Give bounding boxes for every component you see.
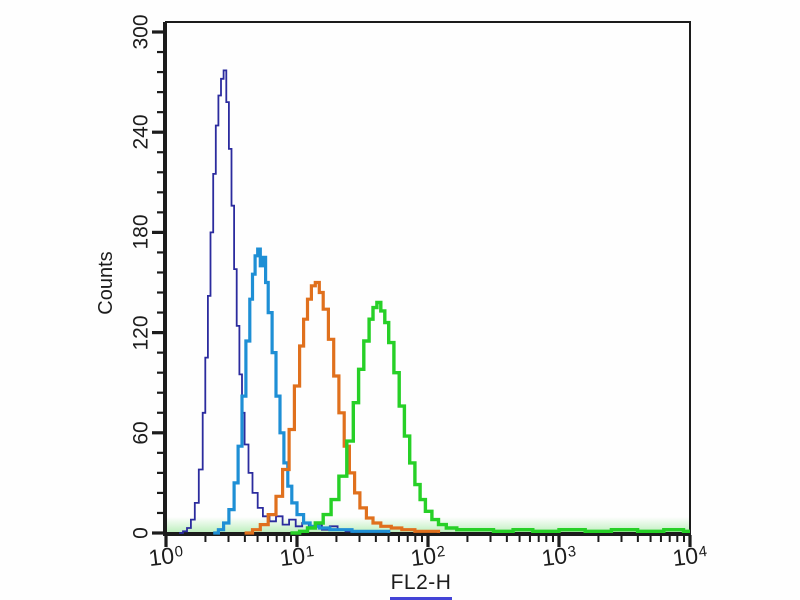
y-tick-label-0: 0	[129, 527, 153, 539]
x-tick-label-10e1: 101	[278, 542, 316, 572]
dark-blue-histogram	[179, 69, 355, 534]
green-histogram	[290, 300, 690, 535]
y-tick-label-120: 120	[129, 315, 153, 351]
x-axis-title: FL2-H	[390, 571, 452, 594]
x-tick-label-10e0: 100	[147, 542, 185, 572]
y-axis-title: Counts	[95, 251, 117, 315]
y-tick-label-60: 60	[129, 421, 153, 445]
light-blue-histogram	[213, 247, 391, 535]
y-tick-label-300: 300	[129, 14, 153, 50]
x-tick-label-10e2: 102	[409, 542, 447, 572]
x-tick-label-10e3: 103	[540, 542, 578, 572]
orange-histogram	[244, 280, 441, 535]
y-tick-label-240: 240	[129, 114, 153, 150]
y-tick-label-180: 180	[129, 214, 153, 250]
x-tick-label-10e4: 104	[671, 542, 709, 572]
x-axis-title-underline	[390, 597, 452, 600]
